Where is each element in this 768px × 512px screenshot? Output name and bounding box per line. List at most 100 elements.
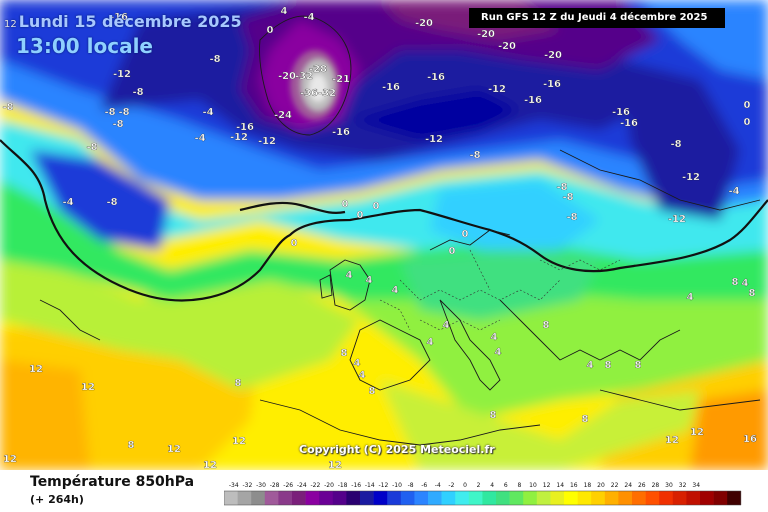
scale-swatch (360, 491, 374, 505)
temp-label: 4 (687, 292, 694, 303)
temp-label: -8 (86, 142, 97, 153)
scale-swatch (278, 491, 293, 505)
scale-swatch (700, 491, 714, 505)
temp-label: 12 (690, 427, 704, 438)
scale-label: -26 (283, 482, 293, 489)
temp-label: -12 (230, 132, 248, 143)
footer: Température 850hPa (+ 264h) -34 -32 -30 -28… (0, 470, 768, 512)
temp-label: 4 (359, 370, 366, 381)
scale-border (224, 490, 742, 506)
temp-label: 0 (342, 199, 349, 210)
scale-swatch (373, 491, 388, 505)
temp-label: -8 (104, 107, 115, 118)
temp-label: -32 (318, 88, 336, 99)
temp-label: 8 (635, 360, 642, 371)
greenland-cold-core (290, 50, 340, 120)
temp-label: -16 (427, 72, 445, 83)
temp-label: 0 (462, 229, 469, 240)
scale-swatch (468, 491, 483, 505)
temp-label: 8 (732, 277, 739, 288)
scale-label: -16 (351, 482, 361, 489)
scale-swatch (332, 491, 347, 505)
scale-swatch (632, 491, 646, 505)
scale-swatch (591, 491, 606, 505)
temp-label: 8 (490, 410, 497, 421)
temp-label: 8 (605, 360, 612, 371)
temp-label: 8 (235, 378, 242, 389)
scale-swatch (319, 491, 334, 505)
temp-label: 0 (744, 117, 751, 128)
color-scale: -34 -32 -30 -28 -26 -24 -22 -20 -18 -16 -14 -12 -10-… (224, 482, 742, 506)
scale-label: -30 (256, 482, 266, 489)
scale-swatch (224, 491, 238, 505)
temp-label: 16 (743, 434, 757, 445)
temp-label: -4 (303, 12, 314, 23)
temp-label: 4 (495, 347, 502, 358)
scale-swatch (414, 491, 429, 505)
scale-swatch (496, 491, 510, 505)
temp-label: -8 (469, 150, 480, 161)
scale-swatch (264, 491, 279, 505)
temp-label: -8 (670, 139, 681, 150)
temp-label: -4 (62, 197, 73, 208)
scale-swatch (455, 491, 470, 505)
scale-label: -6 (421, 482, 427, 489)
scale-label: 0 (463, 482, 467, 489)
temp-label: -4 (194, 133, 205, 144)
temp-label: -8 (209, 54, 220, 65)
temp-label: 8 (341, 348, 348, 359)
temp-label: 12 (232, 436, 246, 447)
temp-label: -8 (566, 212, 577, 223)
temp-label: 4 (392, 285, 399, 296)
scale-label: -34 (229, 482, 239, 489)
scale-swatch (387, 491, 402, 505)
temp-label: 0 (373, 201, 380, 212)
temp-label: -32 (295, 71, 313, 82)
scale-label: -28 (270, 482, 280, 489)
temp-label: 8 (749, 288, 756, 299)
temp-label: -4 (202, 107, 213, 118)
scale-label: -2 (448, 482, 454, 489)
temp-label: -21 (332, 74, 350, 85)
temp-label: -8 (112, 119, 123, 130)
temp-label: 4 (742, 278, 749, 289)
scale-swatch (672, 491, 687, 505)
temp-label: -20 (544, 50, 562, 61)
scale-swatch (305, 491, 320, 505)
scale-swatch (713, 491, 728, 505)
temp-label: 4 (354, 358, 361, 369)
temp-label: 12 (203, 460, 217, 470)
geography-lines (0, 139, 768, 302)
temp-label: 8 (582, 414, 589, 425)
temp-label: 4 (346, 270, 353, 281)
scale-label: 28 (652, 482, 660, 489)
temp-label: -4 (728, 186, 739, 197)
scale-label: 32 (679, 482, 687, 489)
temp-label: -12 (682, 172, 700, 183)
temp-label: -16 (612, 107, 630, 118)
temp-label: 4 (491, 332, 498, 343)
scale-swatch (686, 491, 701, 505)
footer-subtitle: (+ 264h) (30, 493, 84, 506)
run-info: Run GFS 12 Z du Jeudi 4 décembre 2025 (469, 8, 725, 28)
scale-label: 8 (517, 482, 521, 489)
temp-label: -16 (524, 95, 542, 106)
scale-swatch (482, 491, 497, 505)
time-title: 13:00 locale (16, 34, 153, 58)
scale-label: -8 (408, 482, 414, 489)
temp-label: -20 (278, 71, 296, 82)
scale-label: 26 (638, 482, 646, 489)
scale-swatch (292, 491, 306, 505)
date-title: 12 Lundi 15 décembre 2025 (4, 12, 242, 31)
scale-swatch (564, 491, 578, 505)
temp-label: 8 (128, 440, 135, 451)
scale-swatch (577, 491, 592, 505)
temp-label: -12 (425, 134, 443, 145)
temp-label: -8 (2, 102, 13, 113)
scale-label: -14 (365, 482, 375, 489)
temp-label: -12 (488, 84, 506, 95)
temp-label: 0 (449, 246, 456, 257)
scale-swatch (618, 491, 633, 505)
temp-label: -12 (258, 136, 276, 147)
temp-label: 12 (665, 435, 679, 446)
